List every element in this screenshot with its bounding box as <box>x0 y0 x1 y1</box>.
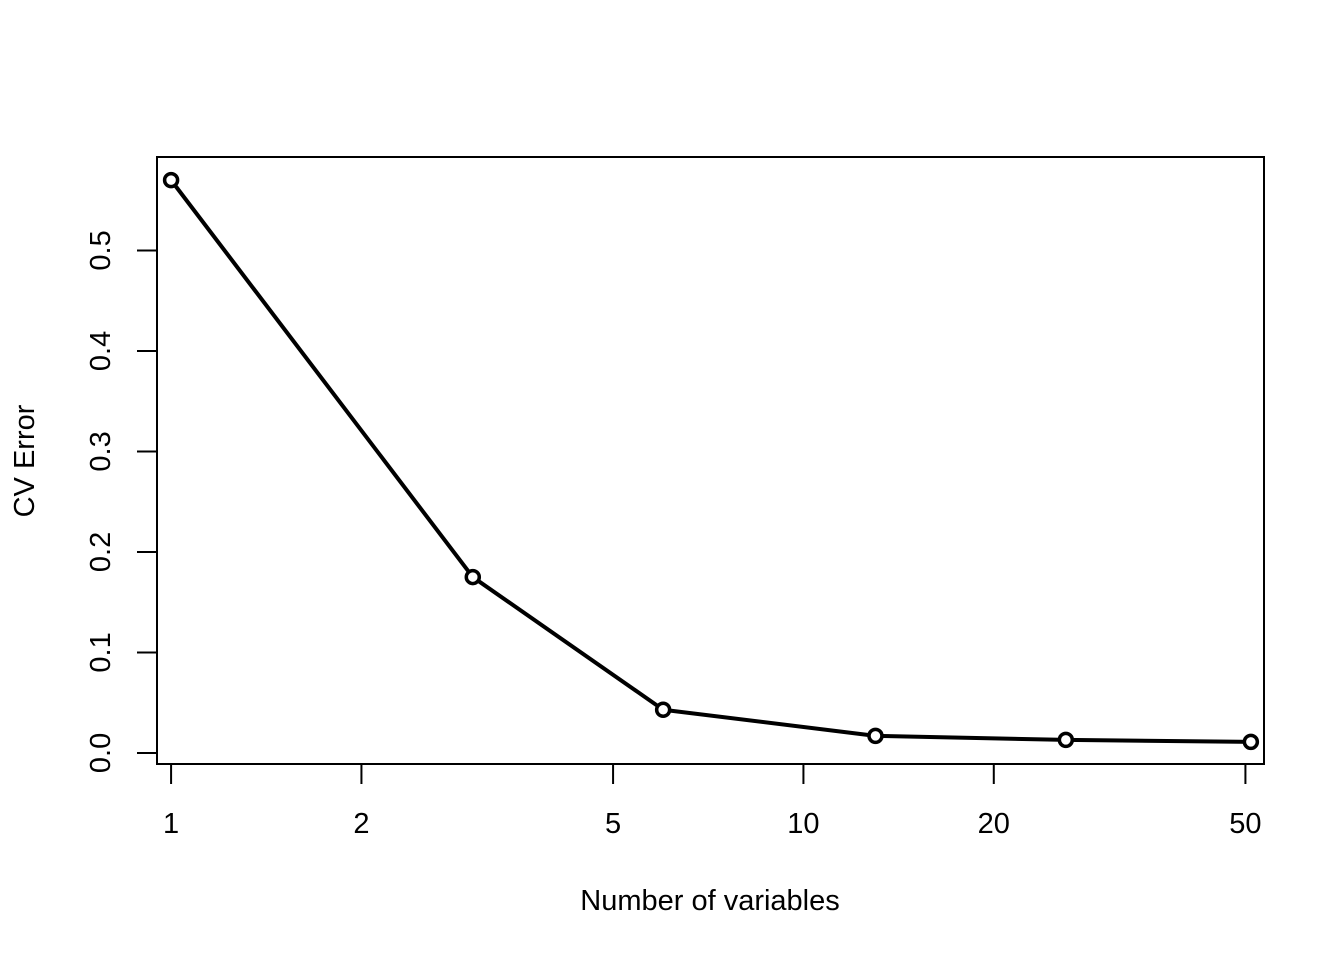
series-line <box>169 178 1251 744</box>
series-layer <box>162 171 1260 751</box>
y-tick-label: 0.4 <box>85 331 117 371</box>
x-axis-title: Number of variables <box>580 885 840 917</box>
x-tick-label: 2 <box>353 808 369 840</box>
data-point <box>1242 733 1260 751</box>
y-tick-label: 0.0 <box>85 733 117 773</box>
y-tick-label: 0.3 <box>85 431 117 471</box>
data-point <box>162 171 180 189</box>
data-point <box>654 701 672 718</box>
y-tick-label: 0.2 <box>85 532 117 572</box>
plot-box <box>156 156 1265 765</box>
x-tick-label: 5 <box>605 808 621 840</box>
x-tick-label: 10 <box>787 808 819 840</box>
y-axis-title: CV Error <box>9 404 41 517</box>
x-tick-label: 1 <box>163 808 179 840</box>
x-tick-label: 50 <box>1229 808 1261 840</box>
x-axis: 1 2 5 10 20 50 <box>163 763 1262 840</box>
y-tick-label: 0.1 <box>85 632 117 672</box>
data-point <box>867 727 884 745</box>
data-point <box>464 568 482 586</box>
data-point <box>1057 731 1075 749</box>
x-tick-label: 20 <box>978 808 1010 840</box>
y-axis: 0.0 0.1 0.2 0.3 0.4 0.5 <box>85 230 158 773</box>
y-tick-label: 0.5 <box>85 230 117 270</box>
